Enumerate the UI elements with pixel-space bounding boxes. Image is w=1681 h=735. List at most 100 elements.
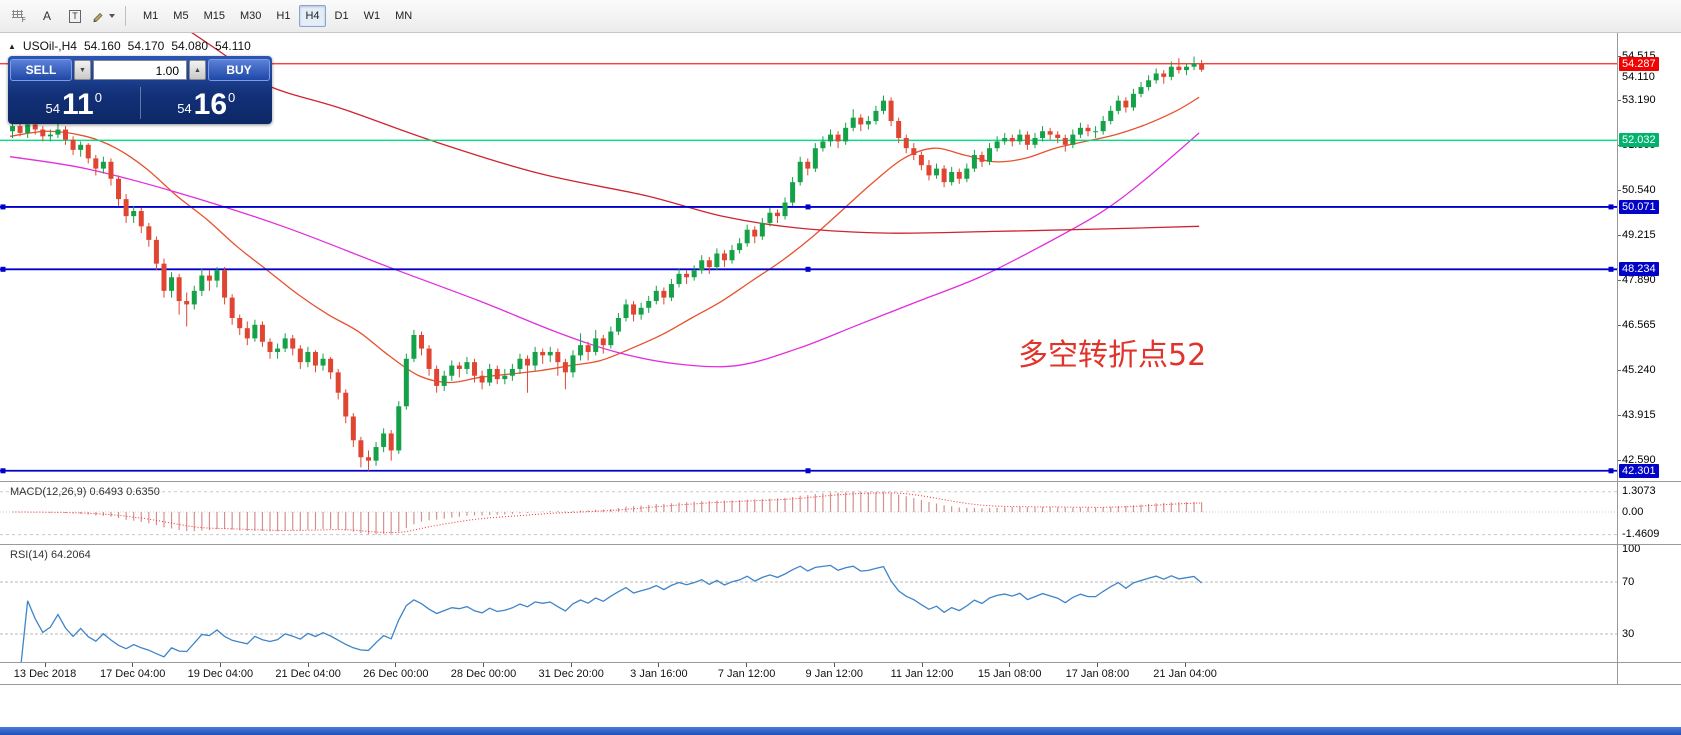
sell-price-point-digit: 0 [94,90,102,105]
price-badge: 52.032 [1619,133,1659,148]
time-tick-mark [395,663,397,667]
one-click-trade-panel: SELL ▼ 1.00 ▲ BUY 54 11 0 54 16 0 [8,56,272,124]
timeframe-m5[interactable]: M5 [173,10,189,22]
timeframe-m1[interactable]: M1 [143,10,159,22]
price-tick-mark [1618,190,1621,192]
time-axis-label: 3 Jan 16:00 [630,668,688,680]
time-axis-label: 19 Dec 04:00 [187,668,254,680]
macd-axis-label: 1.3073 [1622,485,1656,498]
drawing-tools-button[interactable] [90,4,116,28]
time-axis-label: 26 Dec 00:00 [363,668,429,680]
boxed-t-icon: T [69,9,81,23]
price-tick-mark [1618,100,1621,102]
taskbar-sliver[interactable] [0,727,1681,735]
close-value: 54.110 [215,39,251,53]
macd-axis-label: -1.4609 [1622,528,1660,541]
timeframe-d1[interactable]: D1 [334,10,349,22]
timeframe-m15[interactable]: M15 [203,10,225,22]
toolbar-separator [125,6,126,26]
text-annotation-button[interactable]: A [34,4,60,28]
price-tick-label: 42.590 [1622,454,1656,467]
time-tick-mark [833,663,835,667]
time-axis-label: 9 Jan 12:00 [805,668,864,680]
macd-pane-canvas[interactable] [0,482,1617,544]
sell-button[interactable]: SELL [10,59,72,81]
chart-bottom-border [0,684,1681,685]
time-axis-label: 11 Jan 12:00 [890,668,954,680]
letter-a-icon: A [42,9,51,23]
price-tick-mark [1618,325,1621,327]
time-axis-label: 21 Dec 04:00 [275,668,341,680]
pane-divider[interactable] [0,662,1681,663]
price-tick-label: 43.915 [1622,409,1656,422]
time-tick-mark [1096,663,1098,667]
dropdown-arrow-icon [109,14,115,18]
time-tick-mark [219,663,221,667]
price-badge: 54.287 [1619,56,1659,71]
time-axis-label: 17 Jan 08:00 [1065,668,1130,680]
price-axis[interactable]: 54.51553.19051.86550.54049.21547.89046.5… [1617,33,1681,684]
price-tick-mark [1618,415,1621,417]
time-axis-label: 7 Jan 12:00 [717,668,776,680]
volume-decrease-button[interactable]: ▼ [74,60,91,80]
sell-price-display: 54 11 0 [8,83,140,123]
time-tick-mark [1184,663,1186,667]
chevron-up-icon: ▲ [194,66,201,74]
main-chart-canvas[interactable] [0,33,1617,481]
price-tick-mark [1618,55,1621,57]
timeframe-w1[interactable]: W1 [363,10,381,22]
open-value: 54.160 [83,39,121,53]
time-tick-mark [132,663,134,667]
mid-ma-line [9,132,1200,368]
time-axis-label: 17 Dec 04:00 [99,668,166,680]
pane-divider[interactable] [0,544,1681,545]
price-divider [139,87,141,119]
price-tick-label: 46.565 [1622,319,1656,332]
macd-indicator-label: MACD(12,26,9) 0.6493 0.6350 [10,486,160,498]
timeframe-h4[interactable]: H4 [299,5,326,27]
time-axis[interactable]: 13 Dec 2018 17 Dec 04:00 19 Dec 04:00 21 De… [0,663,1617,685]
timeframe-mn[interactable]: MN [395,10,413,22]
chevron-down-icon: ▼ [79,66,86,74]
macd-signal-line [12,492,1202,534]
price-badge: 42.301 [1619,463,1659,478]
timeframe-h1[interactable]: H1 [276,10,291,22]
fast-ma-line [9,96,1200,384]
sell-price-prefix: 54 [45,101,60,116]
price-tick-mark [1618,235,1621,237]
buy-button[interactable]: BUY [208,59,270,81]
time-axis-label: 21 Jan 04:00 [1153,668,1217,680]
timeframe-m30[interactable]: M30 [239,10,262,22]
macd-histogram [19,491,1203,535]
symbol-ohlc-info: ▲ USOil-,H4 54.160 54.170 54.080 54.110 [8,39,258,53]
buy-price-point-digit: 0 [228,90,236,105]
price-badge: 50.071 [1619,199,1659,214]
svg-text:F: F [22,18,26,23]
price-tick-label: 53.190 [1622,94,1656,107]
time-tick-mark [658,663,660,667]
pencil-icon [93,12,103,23]
toolbar: F A T M1 M5 M15 M30 H1 H4 D1 W1 MN [0,0,1681,33]
price-tick-label: 47.890 [1622,274,1656,287]
slow-ma-line [191,33,1200,234]
time-tick-mark [483,663,484,667]
time-tick-mark [44,663,46,667]
buy-price-display: 54 16 0 [141,83,273,123]
price-tick-mark [1618,280,1621,282]
time-tick-mark [921,663,923,667]
price-tick-mark [1618,460,1621,462]
volume-increase-button[interactable]: ▲ [189,60,206,80]
grid-f-icon: F [12,10,26,23]
chart-text-annotation[interactable]: 多空转折点52 [1018,338,1207,373]
text-label-button[interactable]: T [62,4,88,28]
pane-divider[interactable] [0,481,1681,482]
volume-input[interactable]: 1.00 [93,60,187,80]
candles-layer [10,56,1205,471]
price-tick-label: 49.215 [1622,229,1656,242]
collapse-arrow-icon[interactable]: ▲ [8,41,16,51]
rsi-pane-canvas[interactable] [0,545,1617,662]
rsi-axis-label: 70 [1622,575,1635,588]
buy-price-prefix: 54 [177,101,192,116]
grid-tool-button[interactable]: F [6,4,32,28]
time-axis-label: 15 Jan 08:00 [977,668,1042,680]
